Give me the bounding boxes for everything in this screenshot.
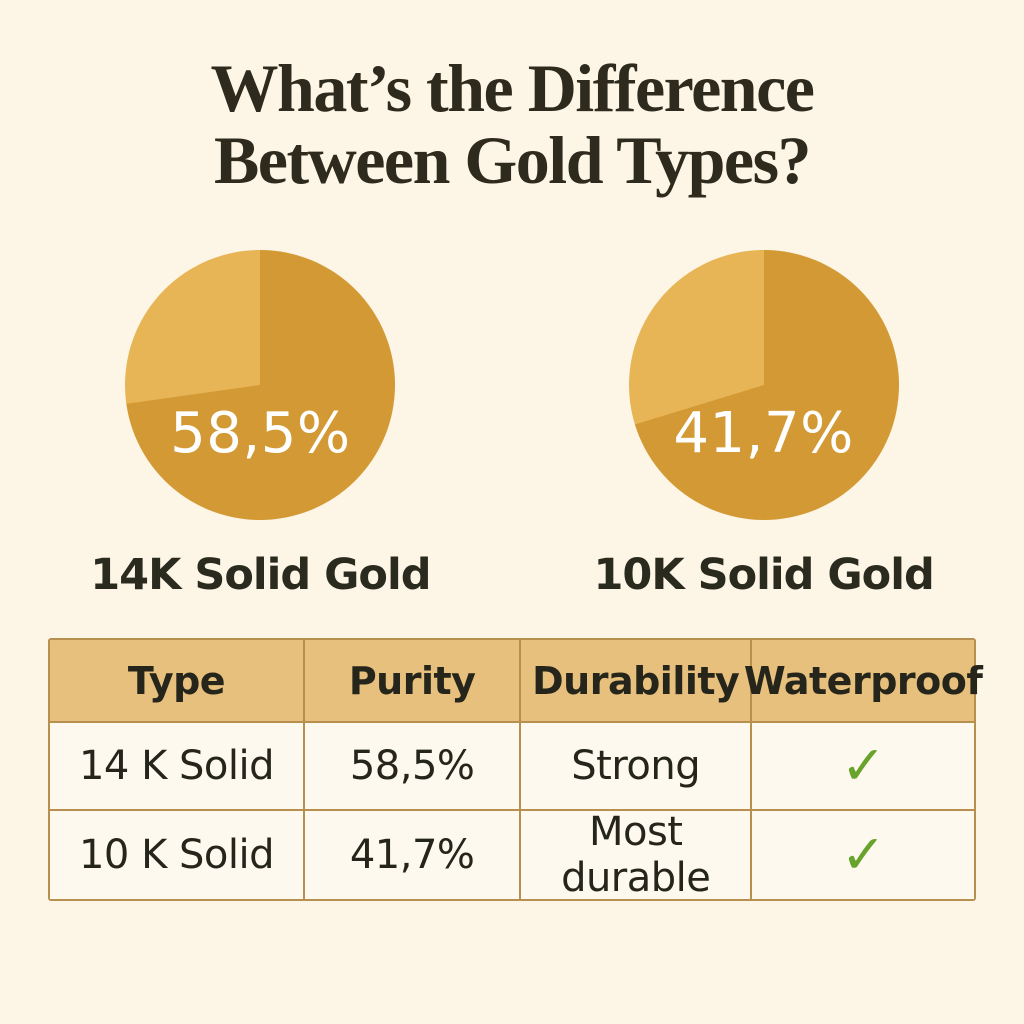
title-line-1: What’s the Difference bbox=[210, 50, 815, 126]
table-header-row: Type Purity Durability Waterproof bbox=[50, 640, 983, 723]
pie-charts-row: 58,5% 14K Solid Gold 41,7% 10K Solid Gol… bbox=[0, 250, 1024, 600]
pie-caption-14k: 14K Solid Gold bbox=[90, 550, 431, 600]
header-cell-purity: Purity bbox=[305, 640, 522, 723]
pie-value-label-14k: 58,5% bbox=[170, 400, 351, 466]
pie-block-14k: 58,5% 14K Solid Gold bbox=[90, 250, 432, 600]
pie-block-10k: 41,7% 10K Solid Gold bbox=[593, 250, 935, 600]
checkmark-icon: ✓ bbox=[840, 823, 886, 886]
header-cell-durability: Durability bbox=[521, 640, 753, 723]
table-row-14k: 14 K Solid 58,5% Strong ✓ bbox=[50, 723, 974, 811]
cell-durability-14k: Strong bbox=[521, 723, 753, 811]
pie-chart-14k: 58,5% bbox=[125, 250, 396, 520]
cell-type-10k: 10 K Solid bbox=[50, 811, 306, 899]
header-cell-waterproof: Waterproof bbox=[744, 640, 983, 723]
cell-purity-14k: 58,5% bbox=[305, 723, 522, 811]
header-cell-type: Type bbox=[50, 640, 306, 723]
title-line-2: Between Gold Types? bbox=[213, 122, 812, 198]
page-title: What’s the Difference Between Gold Types… bbox=[0, 52, 1024, 196]
cell-type-14k: 14 K Solid bbox=[50, 723, 306, 811]
pie-caption-10k: 10K Solid Gold bbox=[593, 550, 935, 600]
cell-purity-10k: 41,7% bbox=[305, 811, 522, 899]
checkmark-icon: ✓ bbox=[840, 734, 886, 797]
pie-value-label-10k: 41,7% bbox=[673, 400, 854, 466]
comparison-table: Type Purity Durability Waterproof 14 K S… bbox=[48, 638, 983, 901]
table-row-10k: 10 K Solid 41,7% Most durable ✓ bbox=[50, 809, 974, 901]
cell-durability-10k: Most durable bbox=[521, 809, 753, 901]
pie-chart-10k: 41,7% bbox=[628, 250, 899, 520]
